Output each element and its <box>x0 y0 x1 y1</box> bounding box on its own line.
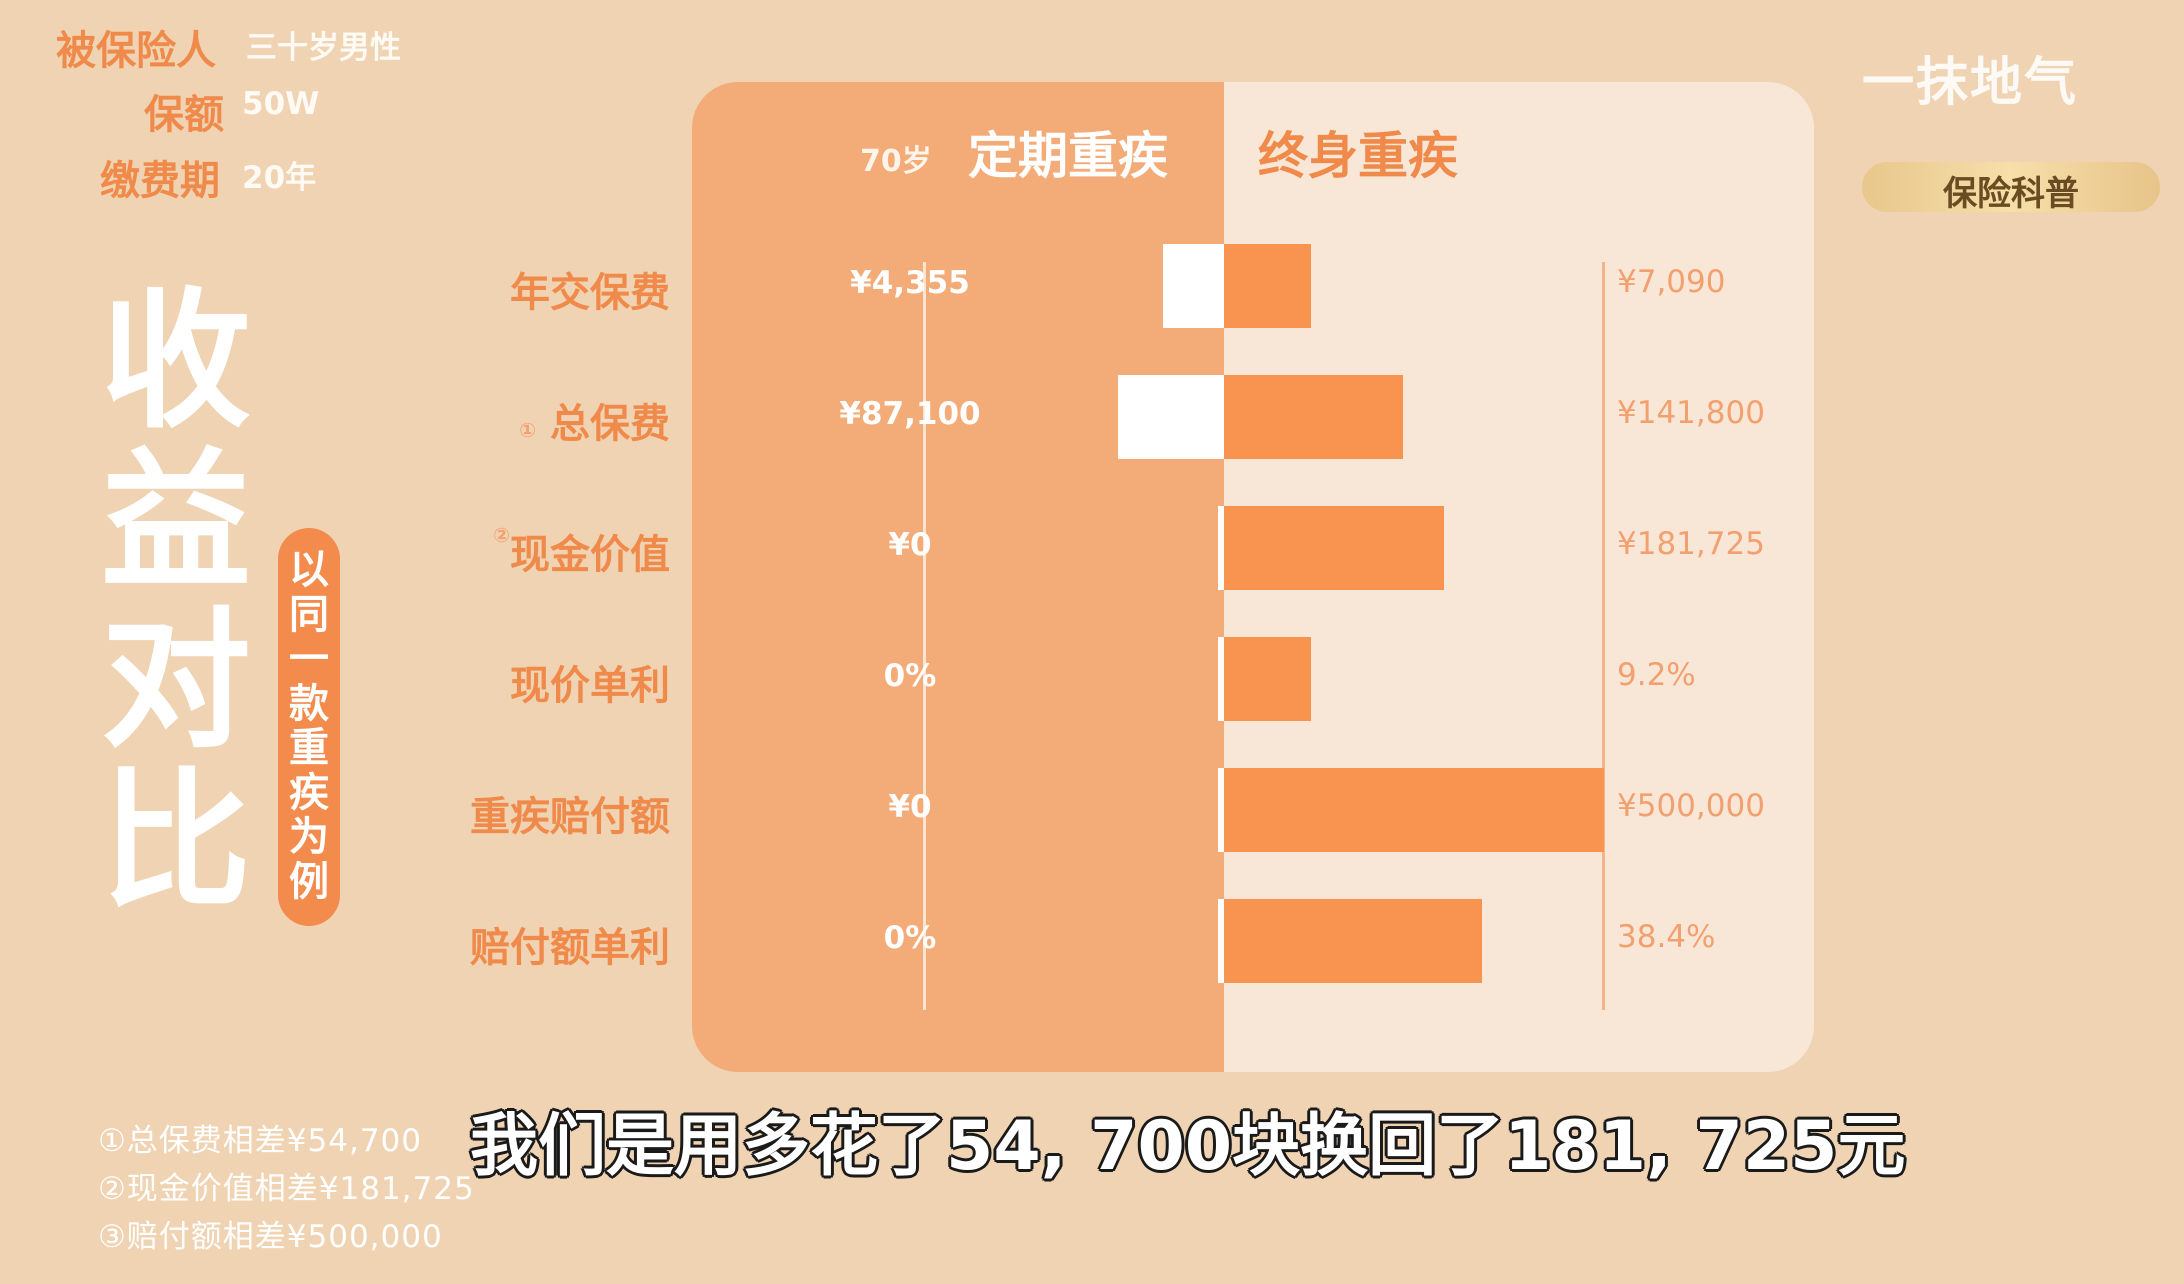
term-value-label: ¥0 <box>888 789 932 825</box>
lifetime-value-label: ¥141,800 <box>1617 395 1765 431</box>
row-label: 现价单利 <box>510 653 670 711</box>
side-title-char: 对 <box>100 595 251 769</box>
term-bar-zero <box>1218 899 1224 983</box>
lifetime-value-label: ¥7,090 <box>1617 264 1726 300</box>
lifetime-bar <box>1224 768 1604 852</box>
period-value: 20年 <box>242 160 317 196</box>
lifetime-value-label: 38.4% <box>1617 919 1716 955</box>
term-value-label: ¥4,355 <box>850 265 970 301</box>
lifetime-bar <box>1224 244 1311 328</box>
term-value-label: ¥87,100 <box>839 396 981 432</box>
side-title: 收 益 对 比 <box>96 282 256 922</box>
term-bar-zero <box>1218 637 1224 721</box>
pill-char: 重 <box>289 725 329 771</box>
row-label: 年交保费 <box>510 260 670 318</box>
side-title-char: 比 <box>100 755 251 929</box>
example-pill <box>278 528 340 926</box>
row-label-text: 总保费 <box>550 401 670 447</box>
side-title-char: 益 <box>100 435 251 609</box>
video-subtitle: 我们是用多花了54, 700块换回了181, 725元 <box>470 1107 1906 1186</box>
insured-value: 三十岁男性 <box>246 30 401 66</box>
term-value-label: 0% <box>883 920 937 956</box>
amount-value: 50W <box>242 86 320 122</box>
row-label: ① 总保费 <box>519 391 670 449</box>
row-label-text: 年交保费 <box>510 270 670 316</box>
side-title-char: 收 <box>100 275 251 449</box>
period-label: 缴费期 <box>100 158 220 204</box>
term-bar <box>1163 244 1224 328</box>
brand-badge <box>1862 162 2160 212</box>
pill-char: 以 <box>289 547 329 593</box>
pill-char: 为 <box>289 814 329 860</box>
lifetime-value-label: ¥181,725 <box>1617 526 1765 562</box>
lifetime-bar <box>1224 899 1482 983</box>
term-age-label: 70岁 <box>860 144 932 179</box>
term-value-label: ¥0 <box>888 527 932 563</box>
insured-label: 被保险人 <box>56 28 216 74</box>
row-footnote-marker: ① <box>519 418 536 442</box>
note-total-premium: ①总保费相差¥54,700 <box>98 1123 422 1159</box>
row-label-text: 现金价值 <box>510 532 670 578</box>
row-label-text: 重疾赔付额 <box>470 794 670 840</box>
pill-char: 疾 <box>289 769 329 816</box>
term-axis-line <box>923 262 926 1010</box>
pill-char: 同 <box>289 591 329 638</box>
note-cash-value: ②现金价值相差¥181,725 <box>98 1171 475 1207</box>
brand-badge-text: 保险科普 <box>1943 174 2079 214</box>
lifetime-axis-line <box>1602 262 1605 1010</box>
row-label: 赔付额单利 <box>470 915 670 973</box>
lifetime-bar <box>1224 375 1403 459</box>
pill-char: 一 <box>289 636 329 682</box>
term-bar-zero <box>1218 506 1224 590</box>
row-label: ②现金价值 <box>493 522 670 580</box>
term-bar <box>1118 375 1224 459</box>
row-label-text: 赔付额单利 <box>470 925 670 971</box>
row-label-text: 现价单利 <box>510 663 670 709</box>
lifetime-bar <box>1224 637 1311 721</box>
term-bar-zero <box>1218 768 1224 852</box>
pill-char: 款 <box>289 680 329 727</box>
note-payout: ③赔付额相差¥500,000 <box>98 1219 443 1255</box>
pill-char: 例 <box>289 858 329 905</box>
lifetime-header: 终身重疾 <box>1258 127 1458 185</box>
amount-label: 保额 <box>144 92 224 138</box>
lifetime-value-label: 9.2% <box>1617 657 1696 693</box>
lifetime-value-label: ¥500,000 <box>1617 788 1765 824</box>
row-label: 重疾赔付额 <box>470 784 670 842</box>
term-panel <box>692 82 1224 1072</box>
term-value-label: 0% <box>883 658 937 694</box>
brand-logo: 一抹地气 <box>1862 53 2079 113</box>
lifetime-bar <box>1224 506 1444 590</box>
row-footnote-marker: ② <box>493 523 510 547</box>
term-header: 定期重疾 <box>968 127 1168 185</box>
example-pill-text: 以 同 一 款 重 疾 为 例 <box>278 548 340 904</box>
